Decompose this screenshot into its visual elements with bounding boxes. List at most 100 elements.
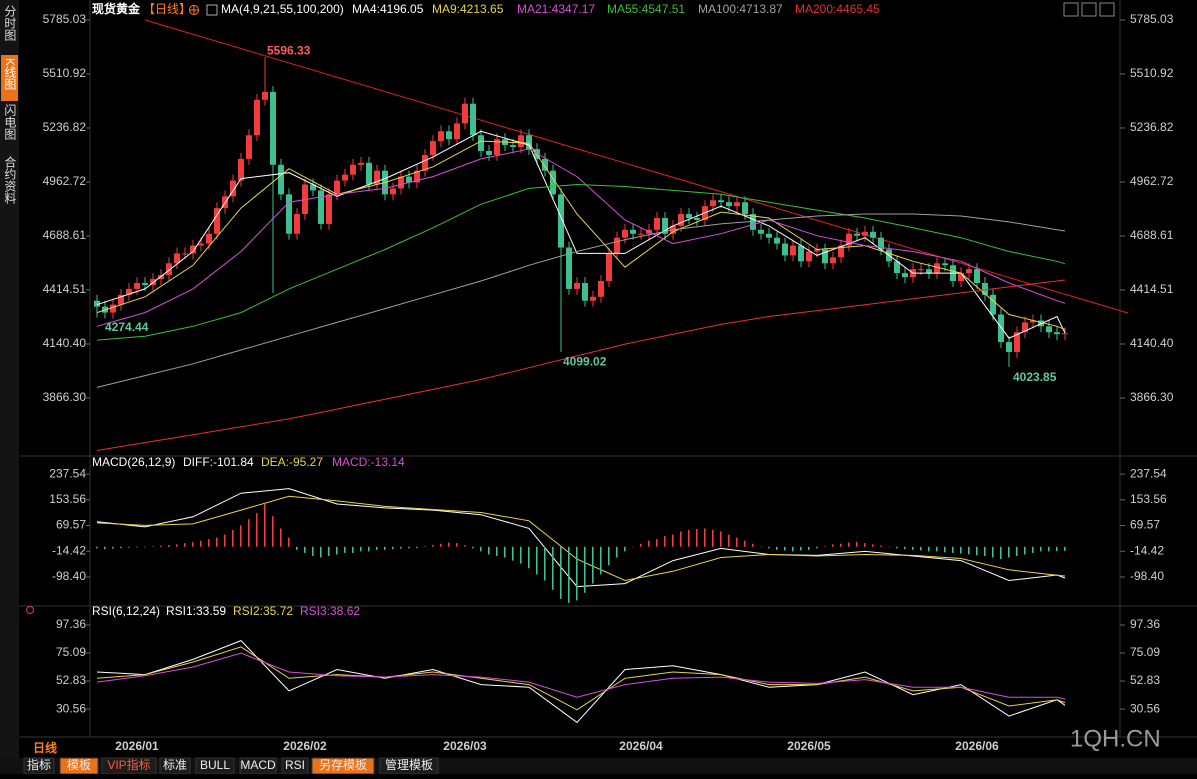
- macd-bar: [304, 546, 306, 553]
- y-tick-label: 75.09: [56, 645, 86, 659]
- side-tab[interactable]: 闪电图: [3, 104, 17, 140]
- macd-bar: [1032, 546, 1034, 553]
- macd-bar: [960, 546, 962, 554]
- tab-label[interactable]: 指标: [27, 757, 51, 772]
- candle-body: [318, 190, 324, 224]
- candle-body: [494, 139, 500, 155]
- side-bar: [0, 0, 19, 758]
- macd-bar: [976, 546, 978, 556]
- tab-label[interactable]: 管理模板: [385, 757, 433, 772]
- side-tab[interactable]: 合约资料: [3, 155, 17, 204]
- macd-bar: [392, 546, 394, 550]
- macd-bar: [136, 546, 138, 548]
- candle-body: [390, 188, 396, 195]
- macd-bar: [440, 543, 442, 547]
- macd-bar: [1016, 546, 1018, 557]
- macd-bar: [752, 543, 754, 547]
- tab-label[interactable]: RSI: [285, 758, 305, 772]
- candle-body: [582, 282, 588, 301]
- candle-body: [750, 214, 756, 230]
- tab-label[interactable]: 标准: [163, 758, 187, 772]
- candle-body: [278, 164, 284, 195]
- tab-label[interactable]: BULL: [200, 758, 230, 772]
- tab-label[interactable]: VIP指标: [107, 757, 150, 772]
- legend-entry: MA9:4213.65: [432, 2, 504, 16]
- macd-bar: [728, 534, 730, 547]
- tab-label[interactable]: MACD: [240, 758, 276, 772]
- candle-body: [598, 281, 604, 297]
- macd-bar: [680, 531, 682, 547]
- candle-body: [902, 273, 908, 278]
- macd-bar: [256, 513, 258, 547]
- candle-body: [630, 229, 636, 234]
- extreme-label: 5596.33: [267, 43, 311, 57]
- y-tick-label: 153.56: [1130, 492, 1167, 506]
- macd-bar: [96, 546, 98, 549]
- icon[interactable]: [1063, 2, 1079, 17]
- candle-body: [310, 184, 316, 191]
- tab-label[interactable]: 模板: [67, 758, 91, 772]
- macd-bar: [536, 546, 538, 575]
- y-tick-label: 4140.40: [43, 336, 87, 350]
- candle-body: [798, 245, 804, 262]
- candle-body: [470, 103, 476, 136]
- panel-title: RSI(6,12,24): [92, 604, 160, 618]
- y-tick-label: 52.83: [1130, 673, 1160, 687]
- candle-body: [422, 154, 428, 171]
- settings-icon[interactable]: [206, 4, 218, 16]
- candle-body: [374, 170, 380, 185]
- legend-entry: DEA:-95.27: [261, 455, 323, 469]
- y-tick-label: 97.36: [1130, 617, 1160, 631]
- y-tick-label: 4414.51: [1130, 282, 1174, 296]
- candle-body: [694, 217, 700, 220]
- macd-bar: [352, 546, 354, 553]
- candle-body: [758, 229, 764, 234]
- indicator-label: MA(4,9,21,55,100,200): [221, 2, 344, 16]
- candle-body: [446, 131, 452, 140]
- y-tick-label: 69.57: [56, 518, 86, 532]
- icon[interactable]: [1081, 2, 1097, 17]
- candle-body: [790, 245, 796, 256]
- side-tab[interactable]: K线图: [3, 58, 17, 90]
- macd-bar: [912, 546, 914, 550]
- candle-body: [918, 269, 924, 271]
- candle-body: [878, 237, 884, 250]
- candle-body: [182, 253, 188, 255]
- y-tick-label: 4962.72: [1130, 174, 1174, 188]
- macd-bar: [472, 546, 474, 549]
- icon[interactable]: [1099, 2, 1115, 17]
- macd-bar: [600, 546, 602, 575]
- indicator-icon[interactable]: [26, 606, 34, 614]
- macd-bar: [376, 546, 378, 550]
- macd-bar: [936, 546, 938, 552]
- macd-bar: [104, 546, 106, 550]
- macd-bar: [672, 534, 674, 547]
- candle-body: [894, 261, 900, 274]
- macd-bar: [616, 546, 618, 558]
- period-label[interactable]: 日线: [33, 740, 57, 755]
- candle-body: [982, 282, 988, 295]
- candle-body: [358, 162, 364, 165]
- tab-label[interactable]: 另存模板: [319, 758, 367, 772]
- y-tick-label: 5785.03: [43, 12, 87, 26]
- y-tick-label: 3866.30: [43, 390, 87, 404]
- candle-body: [126, 288, 132, 295]
- x-tick-label: 2026/02: [283, 739, 327, 753]
- candle-body: [742, 202, 748, 215]
- candle-body: [942, 263, 948, 266]
- y-tick-label: 237.54: [49, 466, 86, 480]
- macd-bar: [360, 546, 362, 552]
- candle-body: [1006, 342, 1012, 352]
- side-tab-active[interactable]: [1, 55, 18, 101]
- y-tick-label: 97.36: [56, 617, 86, 631]
- candle-body: [206, 233, 212, 244]
- macd-bar: [208, 539, 210, 547]
- side-tab[interactable]: 分时图: [3, 5, 17, 41]
- macd-bar: [944, 546, 946, 553]
- candle-body: [998, 314, 1004, 343]
- macd-bar: [328, 546, 330, 557]
- period[interactable]: 【日线】: [143, 2, 191, 16]
- macd-bar: [368, 546, 370, 552]
- macd-bar: [264, 503, 266, 547]
